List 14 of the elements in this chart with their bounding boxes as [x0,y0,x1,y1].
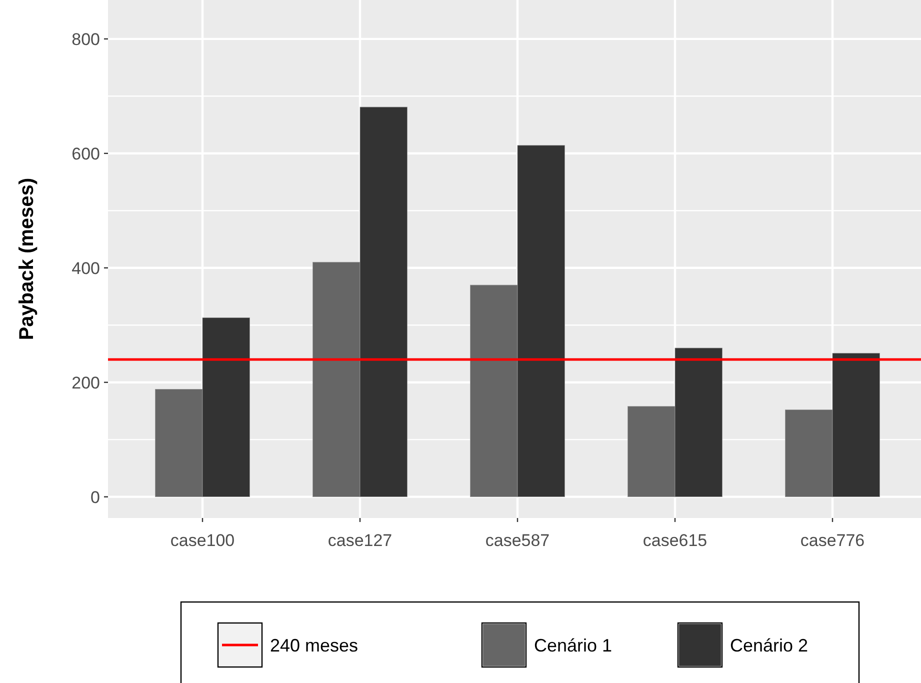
x-tick-label: case100 [170,530,235,550]
y-tick-label: 400 [72,258,100,278]
y-tick-label: 0 [90,488,100,507]
y-axis-title: Payback (meses) [16,178,38,340]
x-tick-label: case776 [800,530,865,550]
legend-label: Cenário 1 [534,635,612,656]
x-tick-label: case587 [485,530,550,550]
legend-label: 240 meses [270,635,358,656]
y-tick-label: 800 [72,30,100,49]
x-tick-label: case127 [328,530,392,550]
y-tick-label: 600 [72,144,100,164]
y-tick-label: 200 [72,373,100,392]
x-tick-label: case615 [642,530,708,550]
legend-label: Cenário 2 [730,635,808,656]
